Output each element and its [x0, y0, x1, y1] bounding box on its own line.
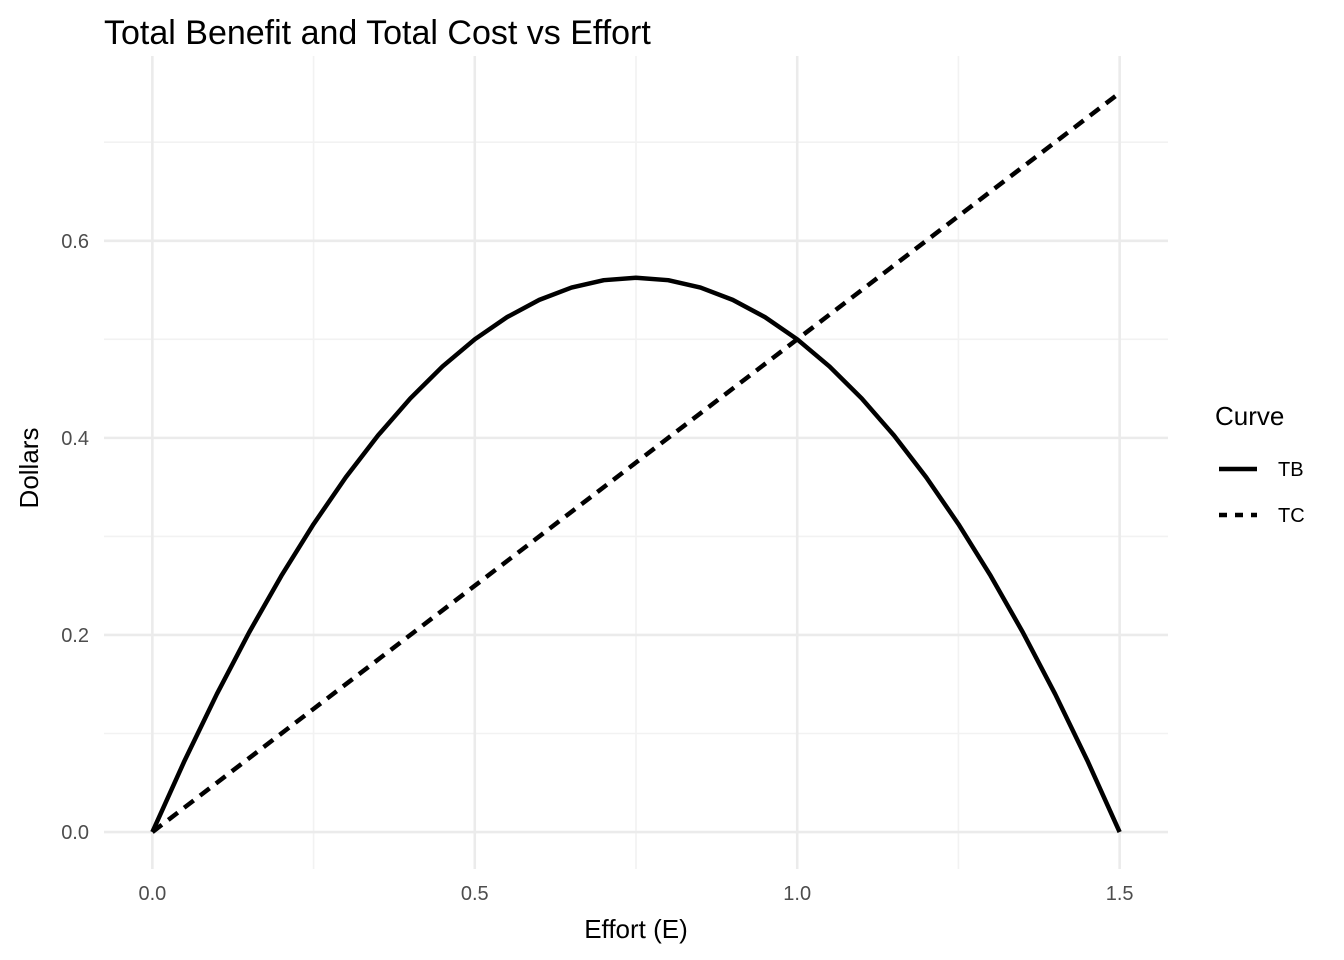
legend: Curve TB TC [1215, 401, 1305, 527]
x-tick-label: 1.0 [783, 883, 811, 905]
plot-series [150, 91, 1122, 834]
legend-title: Curve [1215, 401, 1284, 431]
series-line-tc [150, 91, 1122, 834]
legend-label: TB [1278, 459, 1304, 481]
x-tick-label: 1.5 [1106, 883, 1134, 905]
y-axis-title: Dollars [14, 428, 44, 509]
chart-title: Total Benefit and Total Cost vs Effort [104, 14, 651, 52]
x-tick-label: 0.0 [138, 883, 166, 905]
x-axis-title: Effort (E) [584, 914, 688, 944]
legend-label: TC [1278, 505, 1305, 527]
y-axis-tick-labels: 0.0 0.2 0.4 0.6 [61, 231, 89, 844]
series-line-tb [150, 275, 1122, 833]
y-tick-label: 0.2 [61, 625, 89, 647]
x-axis-tick-labels: 0.0 0.5 1.0 1.5 [138, 883, 1133, 905]
y-tick-label: 0.6 [61, 231, 89, 253]
x-tick-label: 0.5 [461, 883, 489, 905]
major-gridlines [104, 56, 1168, 869]
y-tick-label: 0.4 [61, 428, 89, 450]
y-tick-label: 0.0 [61, 822, 89, 844]
